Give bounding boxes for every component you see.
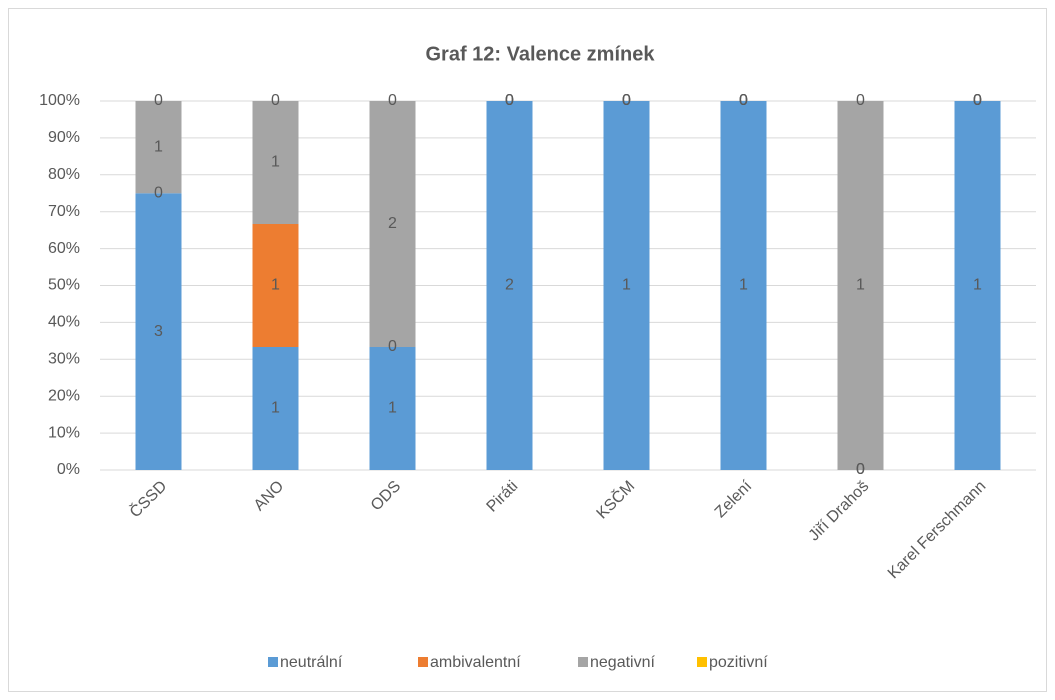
data-label: 0 <box>388 338 397 355</box>
bar-segment <box>252 224 299 347</box>
legend-label: neutrální <box>280 654 343 671</box>
data-label: 1 <box>388 400 397 417</box>
bar-segment <box>954 101 1001 470</box>
y-tick-label: 20% <box>48 387 80 404</box>
y-tick-label: 90% <box>48 129 80 146</box>
y-tick-label: 0% <box>57 461 80 478</box>
legend-swatch <box>268 657 278 667</box>
data-label: 1 <box>154 138 163 155</box>
data-label: 1 <box>271 400 280 417</box>
data-label: 1 <box>622 277 631 294</box>
legend-swatch <box>578 657 588 667</box>
data-label: 0 <box>154 184 163 201</box>
bar-segment <box>603 101 650 470</box>
data-label: 0 <box>856 92 865 109</box>
data-label: 0 <box>505 92 514 109</box>
y-tick-label: 40% <box>48 314 80 331</box>
chart-title: Graf 12: Valence zmínek <box>425 43 655 65</box>
data-label: 1 <box>739 277 748 294</box>
bar-segment <box>135 101 182 194</box>
y-tick-label: 100% <box>39 92 80 109</box>
bar-segment <box>135 193 182 470</box>
data-label: 0 <box>154 92 163 109</box>
bar-segment <box>486 101 533 470</box>
y-tick-label: 50% <box>48 277 80 294</box>
legend-label: pozitivní <box>709 654 768 671</box>
bar-segment <box>369 101 416 347</box>
data-label: 2 <box>505 277 514 294</box>
y-tick-label: 80% <box>48 166 80 183</box>
bar-segment <box>837 101 884 470</box>
legend-label: negativní <box>590 654 655 671</box>
data-label: 0 <box>622 92 631 109</box>
data-label: 0 <box>856 461 865 478</box>
data-label: 0 <box>271 92 280 109</box>
bar-segment <box>720 101 767 470</box>
data-label: 2 <box>388 215 397 232</box>
data-label: 0 <box>622 92 631 109</box>
data-label: 0 <box>739 92 748 109</box>
bar-segment <box>369 347 416 470</box>
data-label: 0 <box>856 461 865 478</box>
data-label: 0 <box>739 92 748 109</box>
data-label: 1 <box>856 277 865 294</box>
legend-swatch <box>697 657 707 667</box>
data-label: 0 <box>739 92 748 109</box>
data-label: 0 <box>388 92 397 109</box>
bar-segment <box>252 347 299 470</box>
data-label: 0 <box>973 92 982 109</box>
y-tick-label: 60% <box>48 240 80 257</box>
data-label: 0 <box>973 92 982 109</box>
data-label: 1 <box>271 277 280 294</box>
y-tick-label: 30% <box>48 351 80 368</box>
data-label: 0 <box>505 92 514 109</box>
y-tick-label: 10% <box>48 424 80 441</box>
data-label: 1 <box>973 277 982 294</box>
legend-swatch <box>418 657 428 667</box>
data-label: 1 <box>271 154 280 171</box>
bar-segment <box>252 101 299 224</box>
y-tick-label: 70% <box>48 203 80 220</box>
data-label: 0 <box>622 92 631 109</box>
legend-label: ambivalentní <box>430 654 521 671</box>
data-label: 3 <box>154 323 163 340</box>
data-label: 0 <box>973 92 982 109</box>
data-label: 0 <box>505 92 514 109</box>
